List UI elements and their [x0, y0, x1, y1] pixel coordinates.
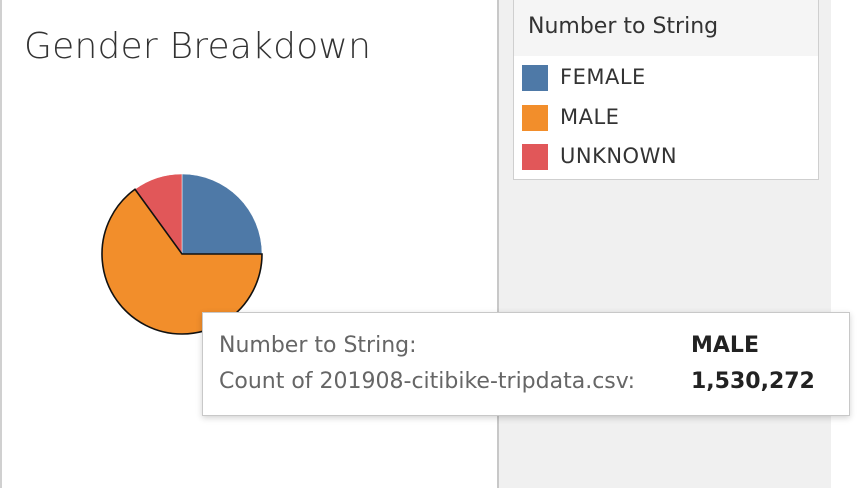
- legend-item-female[interactable]: FEMALE: [522, 63, 812, 93]
- legend-swatch-female: [522, 65, 548, 91]
- legend-swatch-unknown: [522, 144, 548, 170]
- legend-item-unknown[interactable]: UNKNOWN: [522, 142, 812, 172]
- tooltip: Number to String: MALE Count of 201908-c…: [202, 312, 850, 416]
- tooltip-row-category: Number to String: MALE: [219, 333, 839, 363]
- legend-title-bar: Number to String: [514, 0, 818, 56]
- chart-title: Gender Breakdown: [24, 26, 372, 67]
- left-border: [0, 0, 2, 488]
- legend-label-unknown: UNKNOWN: [560, 144, 678, 168]
- pane-divider[interactable]: [497, 0, 499, 488]
- legend-item-male[interactable]: MALE: [522, 103, 812, 133]
- pie-chart[interactable]: [92, 164, 272, 344]
- tooltip-key-category: Number to String:: [219, 333, 417, 358]
- legend-swatch-male: [522, 105, 548, 131]
- tooltip-key-count: Count of 201908-citibike-tripdata.csv:: [219, 369, 635, 394]
- legend-title: Number to String: [528, 14, 719, 39]
- tooltip-value-count: 1,530,272: [691, 369, 815, 394]
- legend-label-female: FEMALE: [560, 65, 646, 89]
- legend: Number to String FEMALE MALE UNKNOWN: [513, 0, 819, 180]
- pie-slice-male[interactable]: [101, 188, 263, 335]
- tooltip-row-count: Count of 201908-citibike-tripdata.csv: 1…: [219, 369, 839, 399]
- tooltip-value-category: MALE: [691, 333, 759, 358]
- pie-slice-female[interactable]: [181, 173, 263, 255]
- legend-label-male: MALE: [560, 105, 620, 129]
